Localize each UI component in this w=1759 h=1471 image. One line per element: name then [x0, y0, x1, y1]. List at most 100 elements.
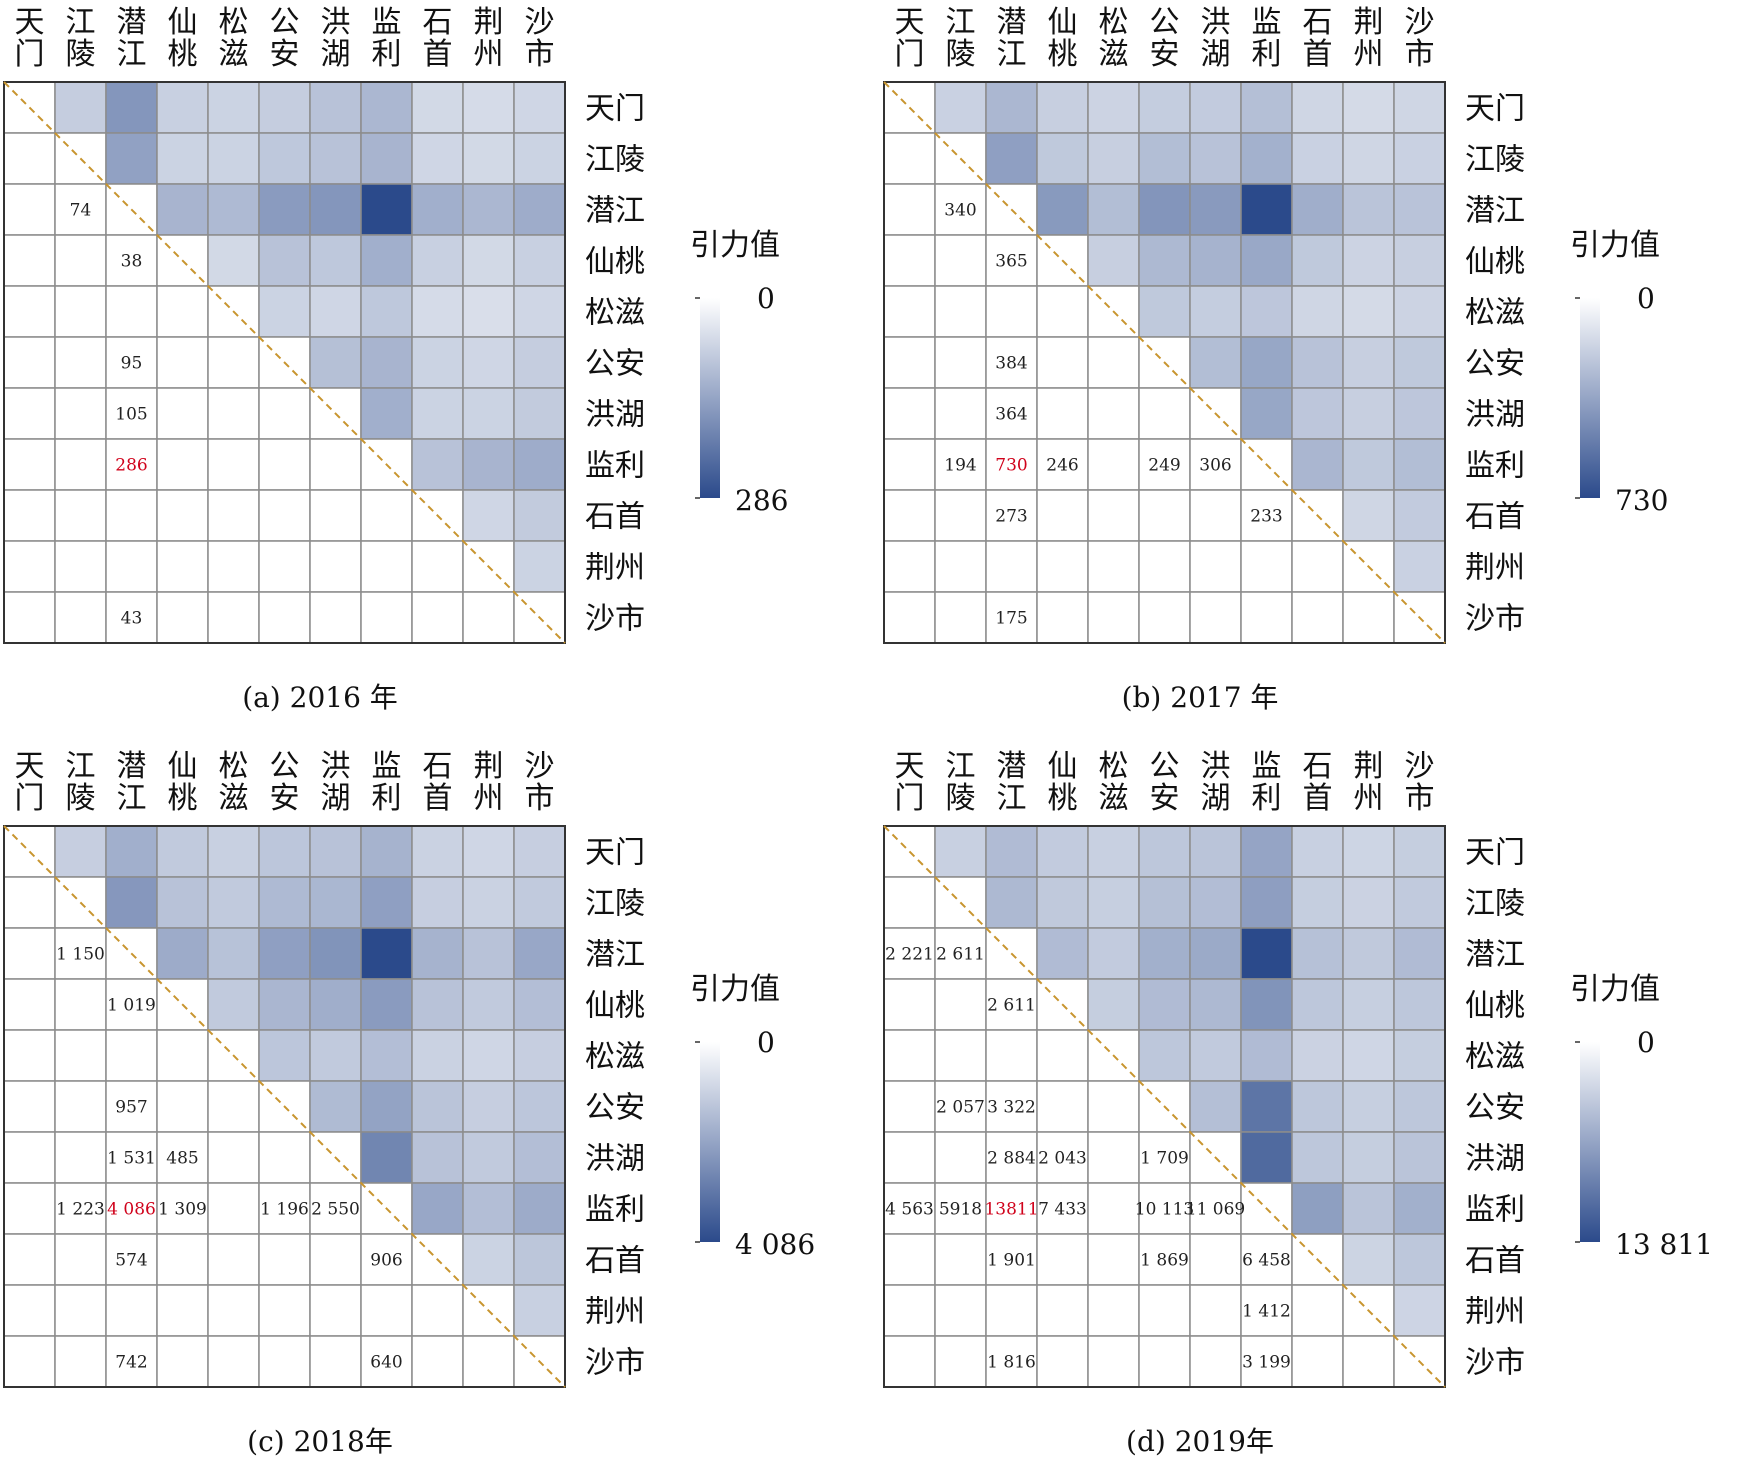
- heatmap-cell: [309, 1182, 362, 1235]
- panel-caption: (b) 2017 年: [1122, 681, 1279, 714]
- heatmap-cell: [1342, 1182, 1395, 1235]
- row-label: 潜江: [585, 938, 645, 973]
- column-label: 石首: [423, 749, 453, 816]
- heatmap-cell: [105, 132, 158, 185]
- panel-caption: (d) 2019年: [1126, 1425, 1274, 1458]
- column-label: 松滋: [1099, 5, 1129, 72]
- colorbar-min-label: 0: [757, 282, 775, 315]
- heatmap-cell: [1393, 438, 1446, 491]
- heatmap-cell: [1087, 183, 1140, 236]
- heatmap-cell: [1240, 81, 1293, 134]
- heatmap-cell: [462, 387, 515, 440]
- heatmap-cell: [1240, 1335, 1293, 1388]
- heatmap-cell: [1240, 876, 1293, 929]
- column-label: 江陵: [66, 5, 96, 72]
- cell-value-label: 306: [1199, 456, 1231, 476]
- heatmap-cell: [411, 234, 464, 287]
- heatmap-cell: [360, 234, 413, 287]
- heatmap-cell: [207, 1131, 260, 1184]
- colorbar: [1580, 298, 1600, 498]
- heatmap-cell: [360, 1080, 413, 1133]
- row-label: 江陵: [585, 143, 645, 178]
- row-label: 江陵: [585, 887, 645, 922]
- cell-value-label: 3 199: [1242, 1353, 1291, 1373]
- cell-value-label: 11 069: [1186, 1200, 1245, 1220]
- heatmap-cell: [1087, 978, 1140, 1031]
- heatmap-cell: [883, 489, 936, 542]
- heatmap-cell: [1393, 1233, 1446, 1286]
- cell-value-label: 574: [115, 1251, 147, 1271]
- heatmap-cell: [985, 285, 1038, 338]
- cell-value-label: 5918: [939, 1200, 982, 1220]
- panel-2018: 天门 江陵 潜江 仙桃 松滋 公安 洪湖 监利 石首 荆州 沙市 1 150 1 019 957 1 531…: [0, 744, 860, 1469]
- heatmap-cell: [360, 285, 413, 338]
- heatmap-cell: [411, 183, 464, 236]
- grid-border: [3, 81, 566, 644]
- heatmap-cell: [105, 1182, 158, 1235]
- cell-value-label: 1 196: [260, 1200, 309, 1220]
- heatmap-cell: [1240, 540, 1293, 593]
- grid-border: [883, 81, 1446, 644]
- heatmap-cell: [309, 927, 362, 980]
- heatmap-cell: [360, 489, 413, 542]
- heatmap-cell: [309, 876, 362, 929]
- heatmap-cell: [1342, 876, 1395, 929]
- column-label: 江陵: [946, 5, 976, 72]
- heatmap-cell: [883, 285, 936, 338]
- cell-value-label: 2 221: [885, 945, 934, 965]
- heatmap-cell: [513, 1080, 566, 1133]
- cell-value-label: 1 901: [987, 1251, 1036, 1271]
- heatmap-cell: [105, 591, 158, 644]
- heatmap-cell: [883, 876, 936, 929]
- panel-2019: 天门 江陵 潜江 仙桃 松滋 公安 洪湖 监利 石首 荆州 沙市 2 221 2 611 2 611 2 0…: [880, 744, 1740, 1469]
- heatmap-cell: [1291, 540, 1344, 593]
- heatmap-cell: [3, 387, 56, 440]
- column-label: 潜江: [117, 749, 147, 816]
- row-label: 松滋: [585, 1040, 645, 1075]
- heatmap-cell: [1342, 387, 1395, 440]
- heatmap-cell: [1036, 183, 1089, 236]
- colorbar-min-label: 0: [1637, 282, 1655, 315]
- row-label: 仙桃: [585, 989, 645, 1024]
- heatmap-cell: [360, 1029, 413, 1082]
- cell-value-label: 43: [121, 609, 143, 629]
- heatmap-cell: [105, 489, 158, 542]
- diagonal-line: [3, 81, 566, 644]
- row-label: 公安: [1465, 1091, 1525, 1126]
- heatmap-cell: [1189, 1284, 1242, 1337]
- heatmap-cell: [462, 336, 515, 389]
- cell-value-label: 384: [995, 354, 1027, 374]
- heatmap-cell: [258, 1131, 311, 1184]
- heatmap-cell: [411, 285, 464, 338]
- heatmap-cell: [1240, 1131, 1293, 1184]
- heatmap-cell: [1342, 438, 1395, 491]
- heatmap-cell: [258, 1233, 311, 1286]
- heatmap-cell: [309, 591, 362, 644]
- heatmap-cell: [54, 1029, 107, 1082]
- heatmap-cell: [1291, 438, 1344, 491]
- heatmap-cell: [1291, 1080, 1344, 1133]
- heatmap-cell: [207, 81, 260, 134]
- cell-value-label: 742: [115, 1353, 147, 1373]
- heatmap-cell: [3, 540, 56, 593]
- heatmap-cell: [105, 285, 158, 338]
- cell-value-label: 194: [944, 456, 976, 476]
- cell-value-label: 2 884: [987, 1149, 1036, 1169]
- heatmap-cell: [1138, 81, 1191, 134]
- heatmap-cell: [1189, 978, 1242, 1031]
- heatmap-cell: [54, 540, 107, 593]
- row-label: 仙桃: [585, 245, 645, 280]
- heatmap-cell: [360, 183, 413, 236]
- row-label: 荆州: [1465, 551, 1525, 586]
- column-label: 洪湖: [321, 5, 351, 72]
- heatmap-cell: [985, 876, 1038, 929]
- panel-caption: (a) 2016 年: [242, 681, 398, 714]
- heatmap-cell: [985, 438, 1038, 491]
- cell-value-label: 906: [370, 1251, 402, 1271]
- heatmap-cell: [156, 387, 209, 440]
- panel-caption: (c) 2018年: [247, 1425, 393, 1458]
- heatmap-cell: [411, 927, 464, 980]
- heatmap-cell: [258, 183, 311, 236]
- column-label: 松滋: [219, 5, 249, 72]
